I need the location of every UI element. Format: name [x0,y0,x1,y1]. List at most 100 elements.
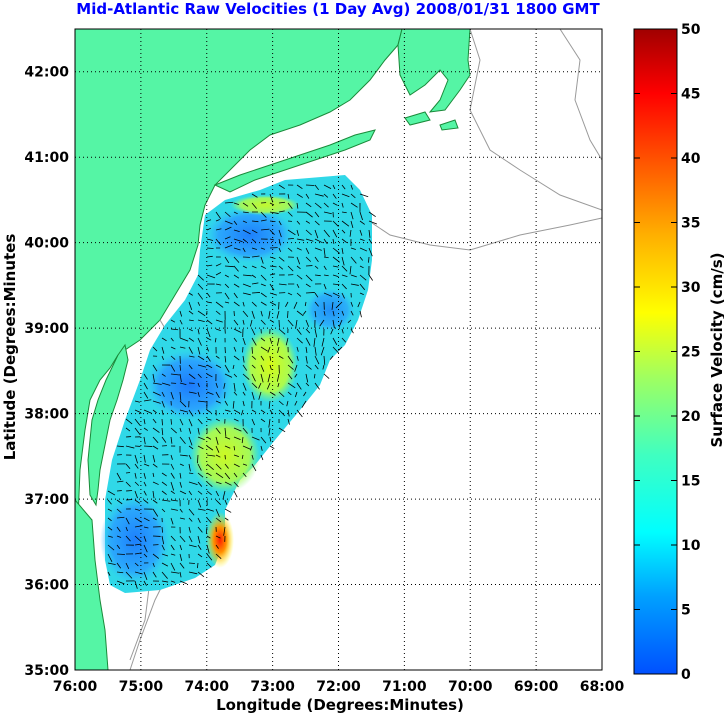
current-vector [224,244,233,249]
longitude-tick-label: 68:00 [580,679,625,695]
current-vector [107,562,116,566]
current-vector [269,265,277,268]
current-vector [224,201,234,204]
current-vector [269,211,279,214]
current-vector [152,436,159,444]
current-vector [251,282,259,285]
current-vector [134,472,137,479]
colorbar-tick-label: 25 [681,345,700,361]
current-vector [116,516,125,519]
land-mainland [75,29,403,621]
current-vector [332,274,339,278]
current-vector [341,256,345,266]
current-vector [260,418,266,423]
current-vector [314,328,318,338]
current-vector [305,337,311,346]
current-vector [197,499,202,508]
current-vector [143,499,149,504]
current-vector [285,337,289,346]
current-vector [161,553,169,557]
current-vector [143,535,147,542]
current-vector [269,364,272,370]
current-vector [368,256,370,263]
current-vector [329,355,334,360]
current-vector [305,382,310,387]
current-vector [269,436,272,442]
current-vector [206,544,210,554]
current-vector [341,238,348,244]
land-long-island [213,129,376,193]
current-vector [242,274,252,277]
current-vector [350,202,358,208]
current-vector [197,562,199,569]
current-vector [296,247,302,251]
current-vector [206,364,213,369]
current-vector [296,220,301,225]
current-vector [350,211,354,220]
current-vector [278,427,286,433]
current-vector [332,292,341,297]
current-vector [268,310,271,319]
colorbar-tick-label: 10 [681,538,701,554]
current-vector [161,391,165,397]
current-vector [134,418,141,426]
current-vector [188,364,193,370]
current-vector [314,310,317,318]
current-vector [359,238,365,241]
current-vector [260,346,268,352]
current-vector [188,427,192,434]
current-vector [197,346,201,355]
current-vector [314,202,322,209]
current-vector [350,301,354,307]
current-vector [287,202,293,210]
current-vector [341,310,345,316]
current-vector [277,382,280,388]
current-vector [224,517,229,521]
current-vector [350,274,357,278]
current-vector [319,319,325,327]
current-vector [143,409,152,414]
current-vector [323,292,333,297]
current-vector [294,391,298,398]
current-vector [197,400,207,403]
current-vector [242,337,246,345]
current-vector [322,364,325,370]
current-vector [179,364,182,371]
current-vector [251,346,253,354]
current-vector [214,337,217,343]
plot-frame [74,28,603,671]
current-vector [269,238,275,241]
current-vector [223,382,226,389]
current-vector [314,184,319,191]
current-vector [188,481,198,486]
colorbar-tick-label: 20 [681,409,701,425]
current-vector [294,364,298,372]
current-vector [341,283,347,290]
current-vector [224,373,233,378]
current-vector [161,562,169,567]
current-vector [233,391,238,396]
current-vector [206,436,212,440]
current-vector [350,220,354,229]
current-vector [152,499,158,504]
current-vector [125,445,135,449]
current-vector [206,508,214,512]
current-vector [242,202,249,207]
current-vector [287,373,293,380]
current-vector [188,292,193,296]
current-vector [341,211,347,214]
colorbar-label: Surface Velocity (cm/s) [708,252,724,447]
current-vector [197,535,201,544]
latitude-tick-label: 41:00 [24,150,69,166]
current-vector [233,436,241,440]
current-vector [349,265,352,275]
current-vector [205,526,208,534]
current-vector [260,301,267,306]
current-vector [233,238,243,243]
current-vector [251,355,257,360]
current-vector [143,418,146,425]
current-vector [206,247,214,249]
current-vector [179,553,183,561]
current-vector [287,355,294,364]
current-vector [197,472,204,478]
